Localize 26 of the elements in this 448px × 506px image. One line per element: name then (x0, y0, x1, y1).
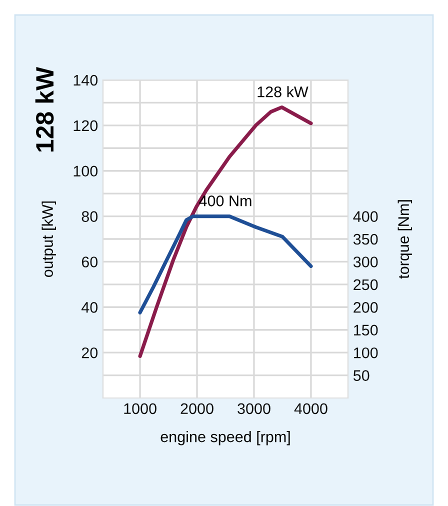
x-tick-label: 4000 (294, 403, 328, 414)
x-tick-label: 2000 (180, 403, 214, 414)
y-tick-label: 20 (82, 347, 98, 358)
y2-tick-label: 200 (354, 302, 378, 313)
line-series (138, 214, 313, 314)
annotation: 128 kW (258, 86, 308, 98)
y-tick-label: 60 (82, 256, 98, 268)
x-axis-title: engine speed [rpm] (160, 430, 290, 446)
y-tick-label: 140 (74, 74, 98, 86)
y-tick-label: 120 (74, 120, 98, 132)
y2-tick-label: 400 (353, 211, 378, 222)
line-series (138, 105, 313, 358)
y2-axis-title: torque [Nm] (398, 200, 412, 279)
y-tick-label: 80 (82, 211, 98, 222)
x-tick-label: 3000 (238, 403, 270, 414)
text: 128 kW (35, 66, 54, 152)
x-tick-label: 1000 (124, 403, 156, 414)
y2-tick-label: 50 (353, 370, 370, 381)
y2-tick-label: 300 (353, 256, 378, 268)
y-tick-label: 100 (74, 166, 98, 177)
y-tick-label: 40 (82, 302, 98, 313)
y-axis-title: output [kW] (42, 201, 56, 277)
y2-tick-label: 150 (354, 324, 378, 336)
y2-tick-label: 250 (354, 279, 378, 290)
y2-tick-label: 100 (354, 347, 378, 358)
y2-tick-label: 350 (353, 234, 378, 245)
